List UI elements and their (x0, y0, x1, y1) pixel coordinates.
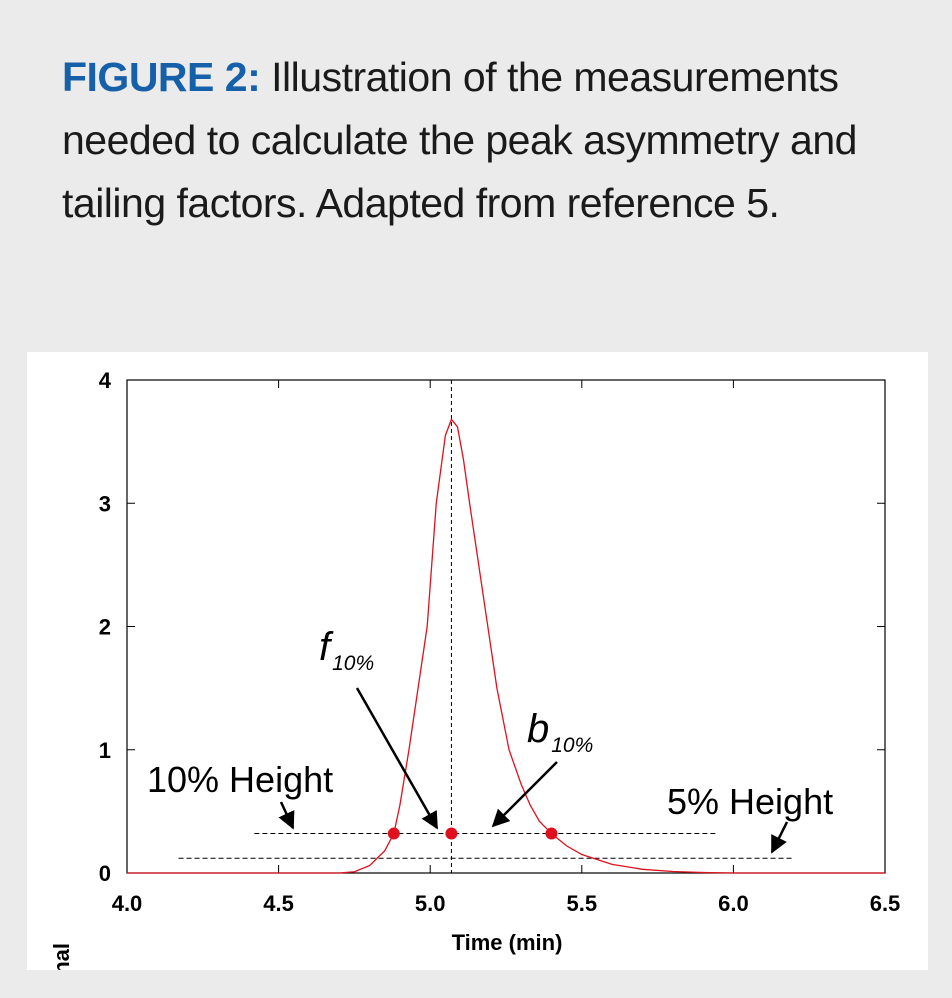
annotation-subscript: 10% (551, 734, 593, 757)
arrow (491, 761, 558, 828)
y-tick-label: 2 (99, 615, 111, 640)
measurement-point (445, 827, 458, 840)
chart-background (27, 352, 928, 970)
figure-label: FIGURE 2: (62, 54, 261, 100)
figure-caption: FIGURE 2: Illustration of the measuremen… (62, 46, 892, 235)
y-tick-label: 4 (99, 368, 112, 393)
x-axis-label: Time (min) (452, 930, 563, 955)
annotation: b10% (527, 707, 593, 757)
y-tick-label: 3 (99, 491, 111, 516)
arrow (355, 687, 439, 830)
annotation-letter: b (527, 707, 549, 751)
x-tick-label: 6.5 (870, 891, 901, 916)
x-tick-label: 5.5 (567, 891, 598, 916)
reference-label: 10% Height (147, 759, 333, 800)
arrow (278, 801, 295, 830)
reference-label: 5% Height (667, 781, 833, 822)
y-axis-label: Signal (49, 943, 74, 970)
x-tick-label: 5.0 (415, 891, 446, 916)
measurement-point (545, 827, 558, 840)
x-tick-label: 4.0 (112, 891, 143, 916)
arrow (770, 821, 789, 854)
chart: Time (min) Signal 4.0 4.5 5.0 5.5 6.0 6.5 0 1 2 3… (27, 352, 928, 970)
y-tick-label: 1 (99, 738, 111, 763)
annotation-subscript: 10% (332, 652, 374, 675)
y-tick-label: 0 (99, 861, 111, 886)
measurement-point (387, 827, 400, 840)
x-tick-label: 6.0 (718, 891, 749, 916)
caption-text: Illustration of the measurements needed … (62, 54, 857, 226)
x-tick-label: 4.5 (263, 891, 294, 916)
